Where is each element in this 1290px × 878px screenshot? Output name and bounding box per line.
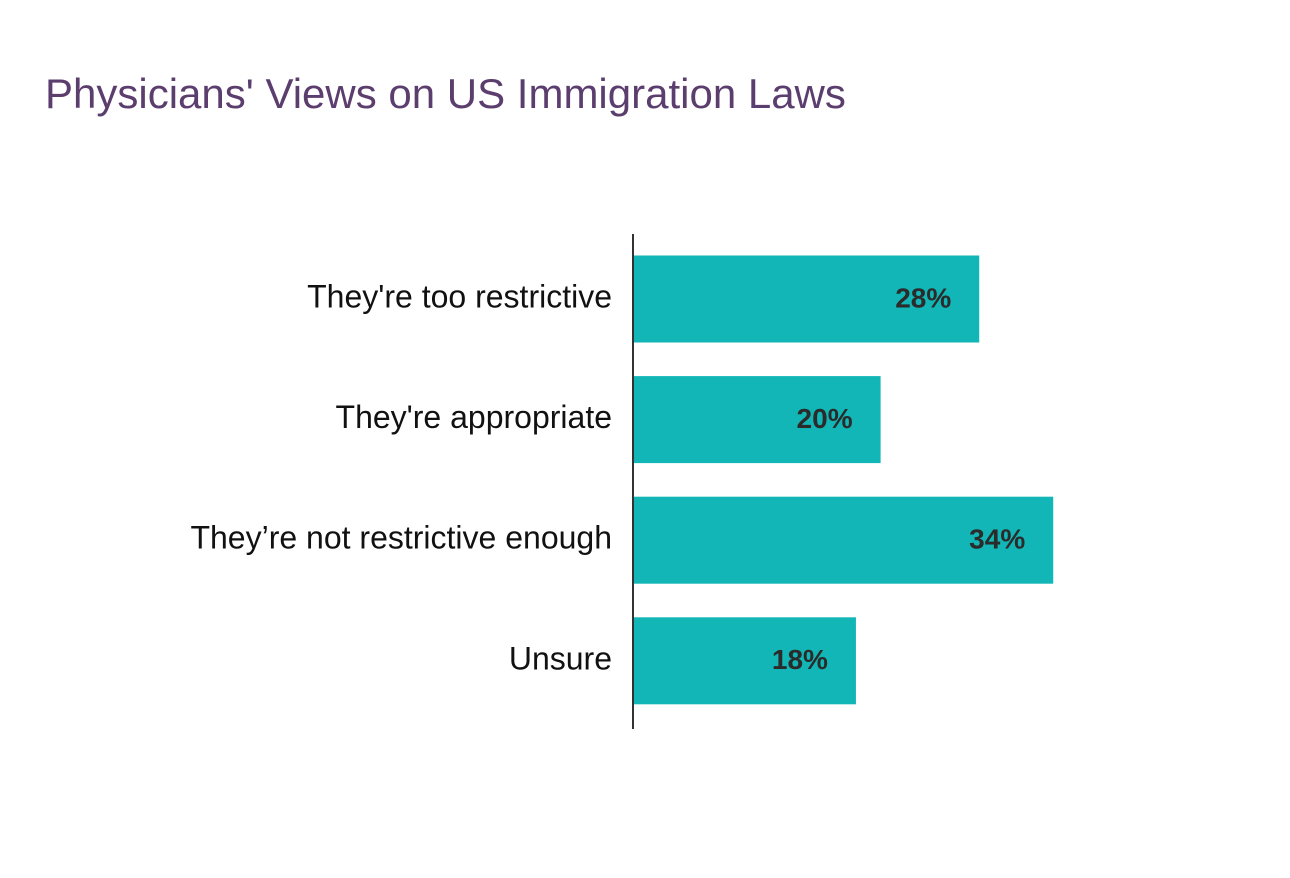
bar xyxy=(634,496,1054,584)
value-label: 34% xyxy=(969,524,1025,555)
value-label: 18% xyxy=(772,644,828,675)
category-label: They’re not restrictive enough xyxy=(190,520,612,556)
value-label: 20% xyxy=(797,403,853,434)
bar xyxy=(634,376,881,464)
bar xyxy=(634,255,980,343)
category-label: Unsure xyxy=(509,640,612,676)
bar xyxy=(634,617,856,705)
chart-title: Physicians' Views on US Immigration Laws xyxy=(45,70,846,117)
category-label: They're too restrictive xyxy=(307,278,612,314)
category-label: They're appropriate xyxy=(336,399,612,435)
value-label: 28% xyxy=(895,282,951,313)
